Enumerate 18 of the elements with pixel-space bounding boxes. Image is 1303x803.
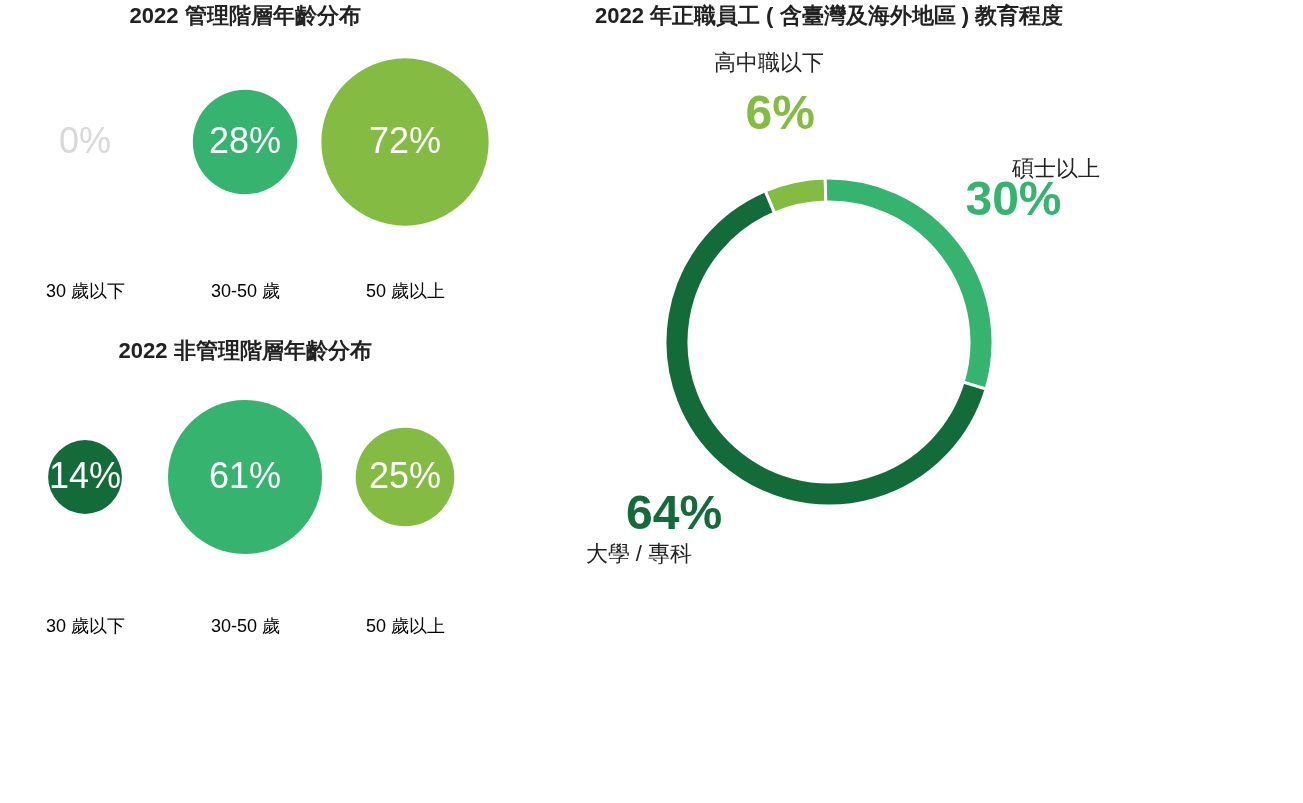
category-label: 30 歲以下 [45,280,126,301]
category-label: 30-50 歲 [210,615,281,636]
chart-title: 2022 年正職員工 ( 含臺灣及海外地區 ) 教育程度 [594,3,1064,28]
text: 2022 管理階層年齡分布 [129,3,361,28]
data-label: 14% [48,455,122,496]
data-label: 25% [368,455,442,496]
category-label: 30 歲以下 [45,615,126,636]
data-label: 72% [368,120,442,161]
data-label: 28% [208,120,282,161]
slice-label: 高中職以下 [714,50,825,76]
data-label: 61% [208,455,282,496]
slice-label: 大學 / 專科 [585,541,692,567]
category-label: 30-50 歲 [210,280,281,301]
data-label: 64% [626,485,723,539]
text: 2022 非管理階層年齡分布 [118,338,372,363]
data-label: 6% [745,86,815,140]
category-label: 50 歲以上 [365,615,446,636]
category-label: 50 歲以上 [365,280,446,301]
